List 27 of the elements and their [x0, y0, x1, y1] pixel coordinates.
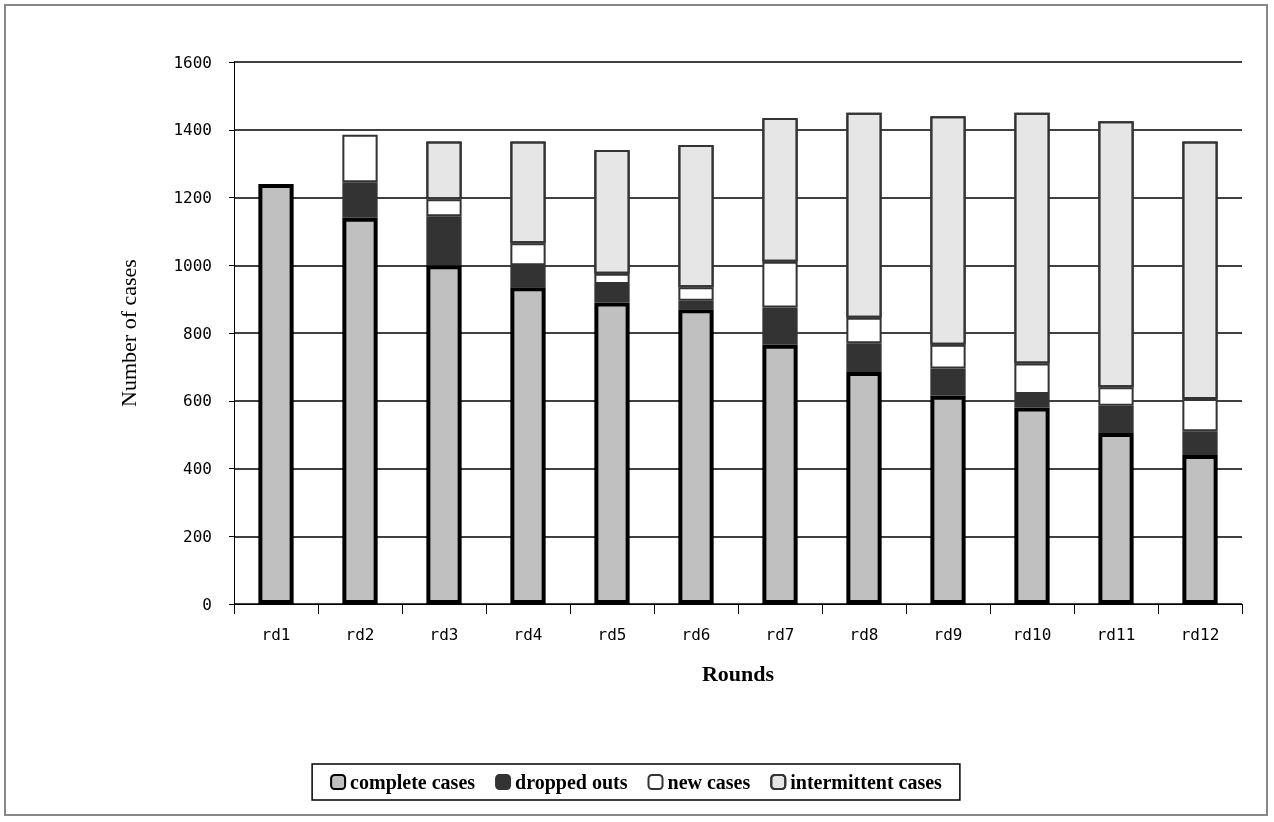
y-tick-label: 1200 — [173, 188, 212, 207]
x-tick-label: rd7 — [765, 624, 795, 644]
y-tick-label: 1000 — [173, 255, 212, 275]
x-tick-label: rd12 — [1180, 624, 1220, 644]
legend-label: intermittent cases — [790, 771, 943, 793]
x-tick-label: rd1 — [261, 624, 291, 644]
legend-label: new cases — [667, 771, 751, 793]
x-tick-label: rd5 — [597, 624, 627, 644]
y-tick-label: 1600 — [173, 52, 212, 72]
x-tick-label: rd4 — [513, 624, 543, 644]
x-tick-label: rd3 — [429, 624, 459, 644]
y-axis-title: Number of cases — [115, 259, 141, 407]
y-tick-label: 800 — [183, 323, 212, 343]
y-tick-label: 0 — [202, 594, 212, 614]
legend-label: dropped outs — [515, 771, 628, 794]
x-tick-label: rd10 — [1012, 624, 1052, 644]
x-axis-title: Rounds — [701, 660, 775, 686]
x-tick-label: rd8 — [849, 624, 879, 644]
y-tick-label: 200 — [183, 526, 212, 546]
y-tick-label: 1400 — [173, 120, 212, 140]
y-tick-label: 600 — [183, 391, 212, 411]
y-tick-label: 400 — [183, 459, 212, 478]
x-tick-label: rd2 — [345, 624, 375, 644]
x-tick-label: rd9 — [933, 624, 963, 644]
x-tick-label: rd11 — [1096, 624, 1136, 644]
x-tick-label: rd6 — [681, 624, 711, 644]
legend-label: complete cases — [350, 771, 476, 794]
